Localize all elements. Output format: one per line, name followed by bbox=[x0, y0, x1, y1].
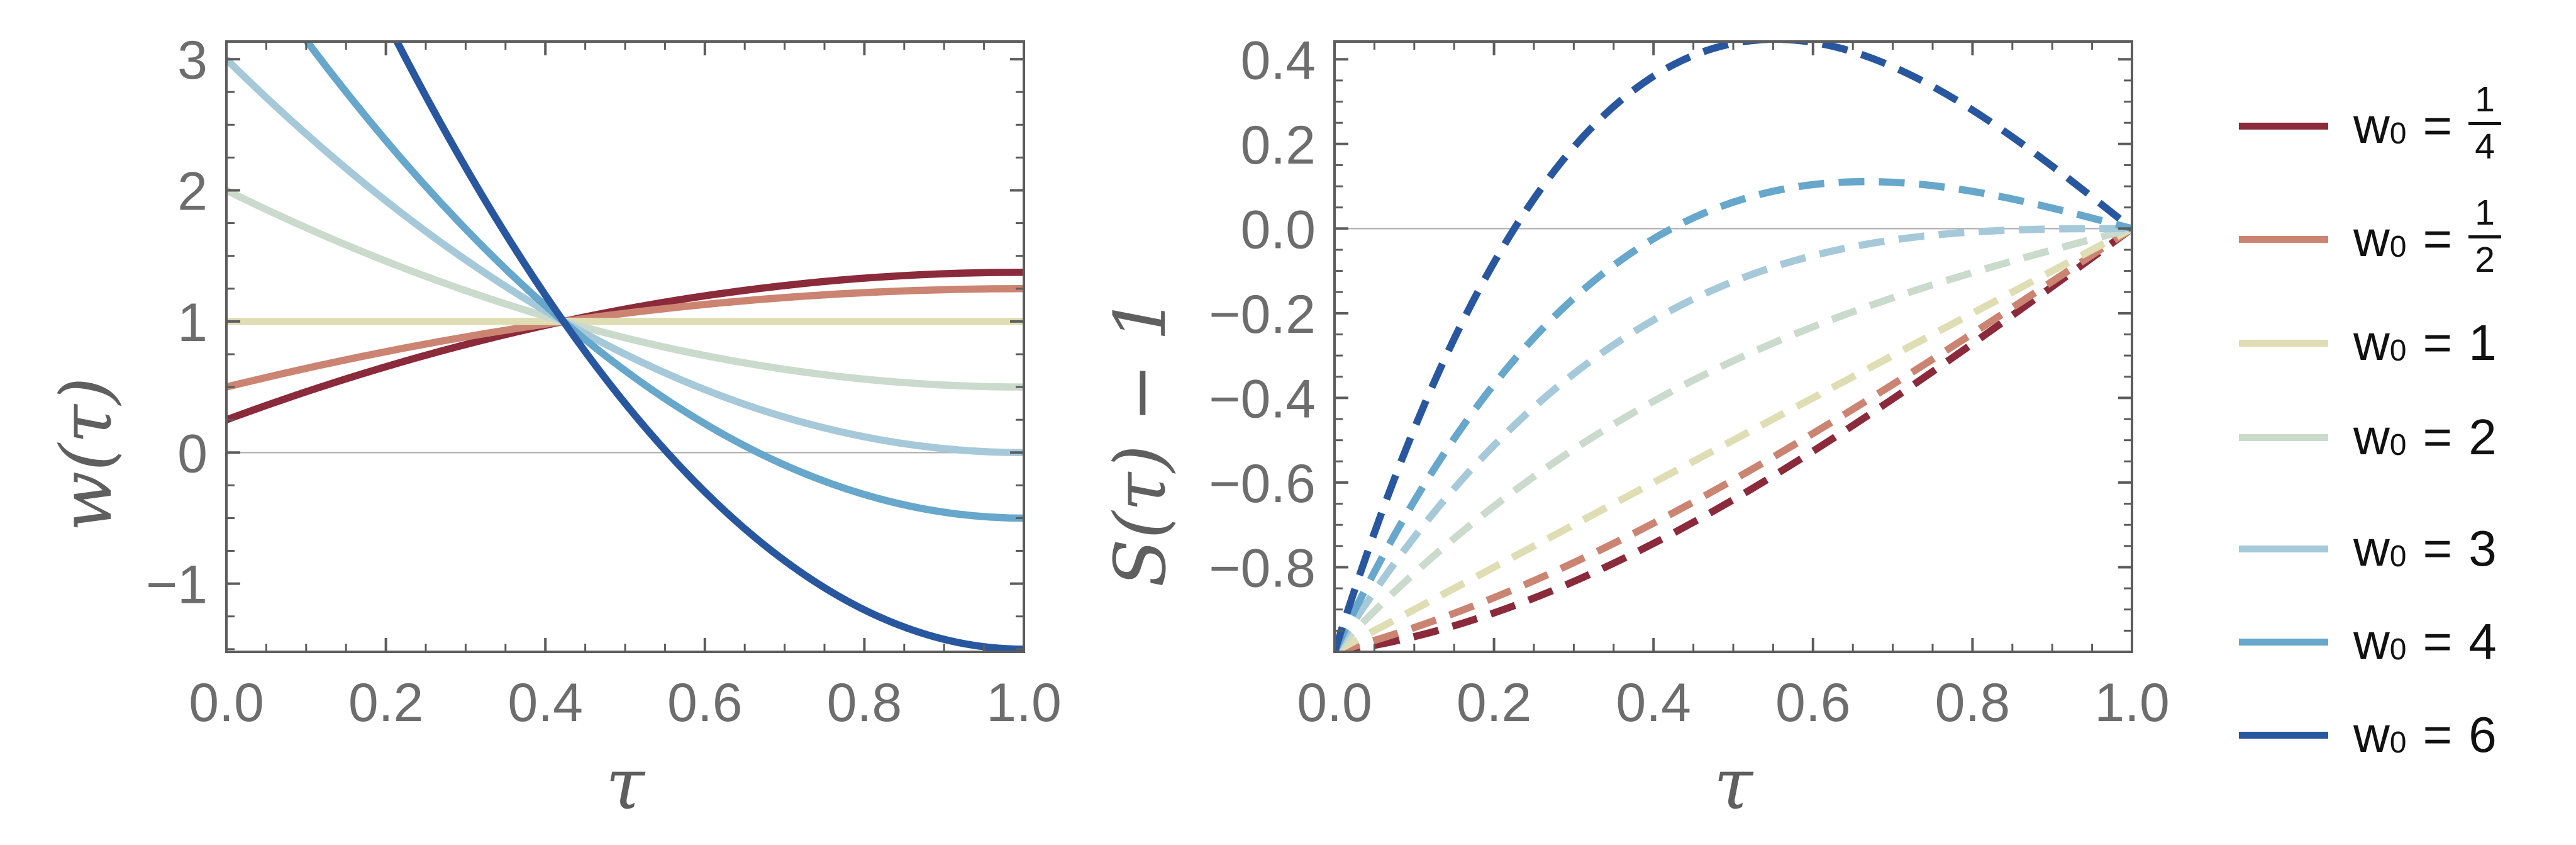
left-ticks bbox=[225, 42, 1025, 652]
right-curve-w0-3 bbox=[1335, 225, 2132, 652]
legend-label: w 0 = 1 bbox=[2353, 315, 2497, 371]
right-x-tick-label: 0.6 bbox=[1775, 673, 1851, 733]
right-curve-w0-2 bbox=[1335, 225, 2132, 652]
legend-relation: = bbox=[2423, 98, 2453, 154]
left-frame bbox=[225, 40, 1025, 653]
right-curve-w0-0.5 bbox=[1335, 225, 2132, 652]
right-x-tick-label: 0.4 bbox=[1616, 673, 1691, 733]
right-x-tick-label: 1.0 bbox=[2094, 673, 2170, 733]
legend-symbol: w bbox=[2353, 98, 2390, 154]
right-curve-w0-0.25 bbox=[1335, 225, 2132, 652]
legend-relation: = bbox=[2423, 613, 2453, 669]
legend-symbol: w bbox=[2353, 520, 2390, 576]
left-y-axis-label: w(τ) bbox=[46, 377, 128, 531]
fraction-denominator: 2 bbox=[2475, 239, 2495, 280]
left-x-tick-label: 0.8 bbox=[827, 673, 902, 733]
legend-symbol: w bbox=[2353, 613, 2390, 669]
right-curve-w0-4 bbox=[1335, 177, 2132, 652]
left-curve-w0-6 bbox=[392, 42, 1024, 652]
right-x-tick-label: 0.0 bbox=[1297, 673, 1372, 733]
legend-line-swatch bbox=[2239, 235, 2328, 243]
left-y-tick-label: 0 bbox=[177, 423, 208, 484]
legend-label: w 0 = 6 bbox=[2353, 707, 2497, 763]
fraction-denominator: 4 bbox=[2475, 126, 2495, 167]
right-y-tick-label: −0.6 bbox=[1209, 454, 1316, 514]
legend-symbol: w bbox=[2353, 315, 2390, 371]
left-x-tick-label: 1.0 bbox=[986, 673, 1062, 733]
legend-item: w 0 = 6 bbox=[2239, 710, 2497, 760]
right-y-tick-label: −0.2 bbox=[1209, 284, 1316, 345]
left-x-axis-label: τ bbox=[606, 744, 646, 825]
fraction-numerator: 1 bbox=[2468, 80, 2501, 125]
right-x-tick-label: 0.8 bbox=[1935, 673, 2011, 733]
legend-line-swatch bbox=[2239, 545, 2328, 552]
legend-line-swatch bbox=[2239, 731, 2328, 739]
left-x-tick-label: 0.4 bbox=[508, 673, 583, 733]
legend-symbol: w bbox=[2353, 211, 2390, 267]
legend-value: 4 bbox=[2468, 613, 2497, 669]
left-y-tick-label: 2 bbox=[177, 162, 208, 222]
legend-relation: = bbox=[2423, 520, 2453, 576]
left-curve-w0-0.25 bbox=[226, 268, 1024, 423]
legend-item: w 0 = 1 2 bbox=[2239, 193, 2501, 282]
legend-relation: = bbox=[2423, 211, 2453, 267]
legend-value: 3 bbox=[2468, 520, 2497, 576]
legend-relation: = bbox=[2423, 409, 2453, 465]
left-x-tick-label: 0.6 bbox=[667, 673, 743, 733]
right-y-axis-label: S(τ) − 1 bbox=[1100, 296, 1182, 587]
legend-value: 6 bbox=[2468, 707, 2497, 763]
right-y-tick-label: −0.8 bbox=[1209, 539, 1316, 599]
left-x-tick-label: 0.0 bbox=[189, 673, 264, 733]
left-curve-w0-3 bbox=[226, 57, 1024, 457]
right-ticks bbox=[1333, 42, 2133, 652]
right-curves bbox=[1335, 42, 2132, 652]
right-y-tick-label: −0.4 bbox=[1209, 369, 1316, 429]
legend-line-swatch bbox=[2239, 122, 2328, 130]
right-y-tick-label: 0.0 bbox=[1240, 199, 1316, 260]
legend-item: w 0 = 1 bbox=[2239, 318, 2497, 368]
legend-item: w 0 = 2 bbox=[2239, 412, 2497, 462]
fraction-numerator: 1 bbox=[2468, 193, 2501, 238]
left-y-tick-label: 3 bbox=[177, 30, 208, 91]
legend-label: w 0 = 1 4 bbox=[2353, 80, 2501, 169]
right-y-tick-label: 0.2 bbox=[1240, 115, 1316, 176]
left-x-tick-label: 0.2 bbox=[348, 673, 424, 733]
left-curves bbox=[226, 42, 1024, 652]
right-curve-w0-6 bbox=[1335, 42, 2132, 652]
legend-symbol: w bbox=[2353, 409, 2390, 465]
panel-left: 0.0 0.2 0.4 0.6 0.8 1.0 −1 0 1 2 3 bbox=[146, 30, 1062, 733]
left-curve-w0-2 bbox=[226, 187, 1024, 391]
right-curve-w0-1 bbox=[1335, 225, 2132, 652]
left-y-tick-label: 1 bbox=[177, 293, 208, 353]
legend-item: w 0 = 3 bbox=[2239, 523, 2497, 574]
left-y-tick-label: −1 bbox=[146, 555, 208, 615]
legend-line-swatch bbox=[2239, 638, 2328, 646]
right-y-tick-label: 0.4 bbox=[1240, 30, 1316, 91]
panel-right: 0.0 0.2 0.4 0.6 0.8 1.0 −0.8 −0.6 −0.4 −0.2 0.0 0.2… bbox=[1209, 30, 2170, 733]
legend-relation: = bbox=[2423, 707, 2453, 763]
left-curve-w0-0.5 bbox=[226, 285, 1024, 391]
right-x-axis-label: τ bbox=[1714, 744, 1754, 825]
legend-label: w 0 = 3 bbox=[2353, 520, 2497, 576]
legend-label: w 0 = 2 bbox=[2353, 409, 2497, 465]
left-curve-w0-4 bbox=[303, 42, 1024, 522]
legend-line-swatch bbox=[2239, 339, 2328, 347]
legend-value: 1 bbox=[2468, 315, 2497, 371]
legend-label: w 0 = 1 2 bbox=[2353, 193, 2501, 282]
legend-value: 2 bbox=[2468, 409, 2497, 465]
right-x-tick-label: 0.2 bbox=[1457, 673, 1532, 733]
legend-relation: = bbox=[2423, 315, 2453, 371]
legend-symbol: w bbox=[2353, 707, 2390, 763]
legend-label: w 0 = 4 bbox=[2353, 613, 2497, 669]
legend-item: w 0 = 4 bbox=[2239, 617, 2497, 667]
legend-item: w 0 = 1 4 bbox=[2239, 80, 2501, 169]
legend-line-swatch bbox=[2239, 434, 2328, 441]
